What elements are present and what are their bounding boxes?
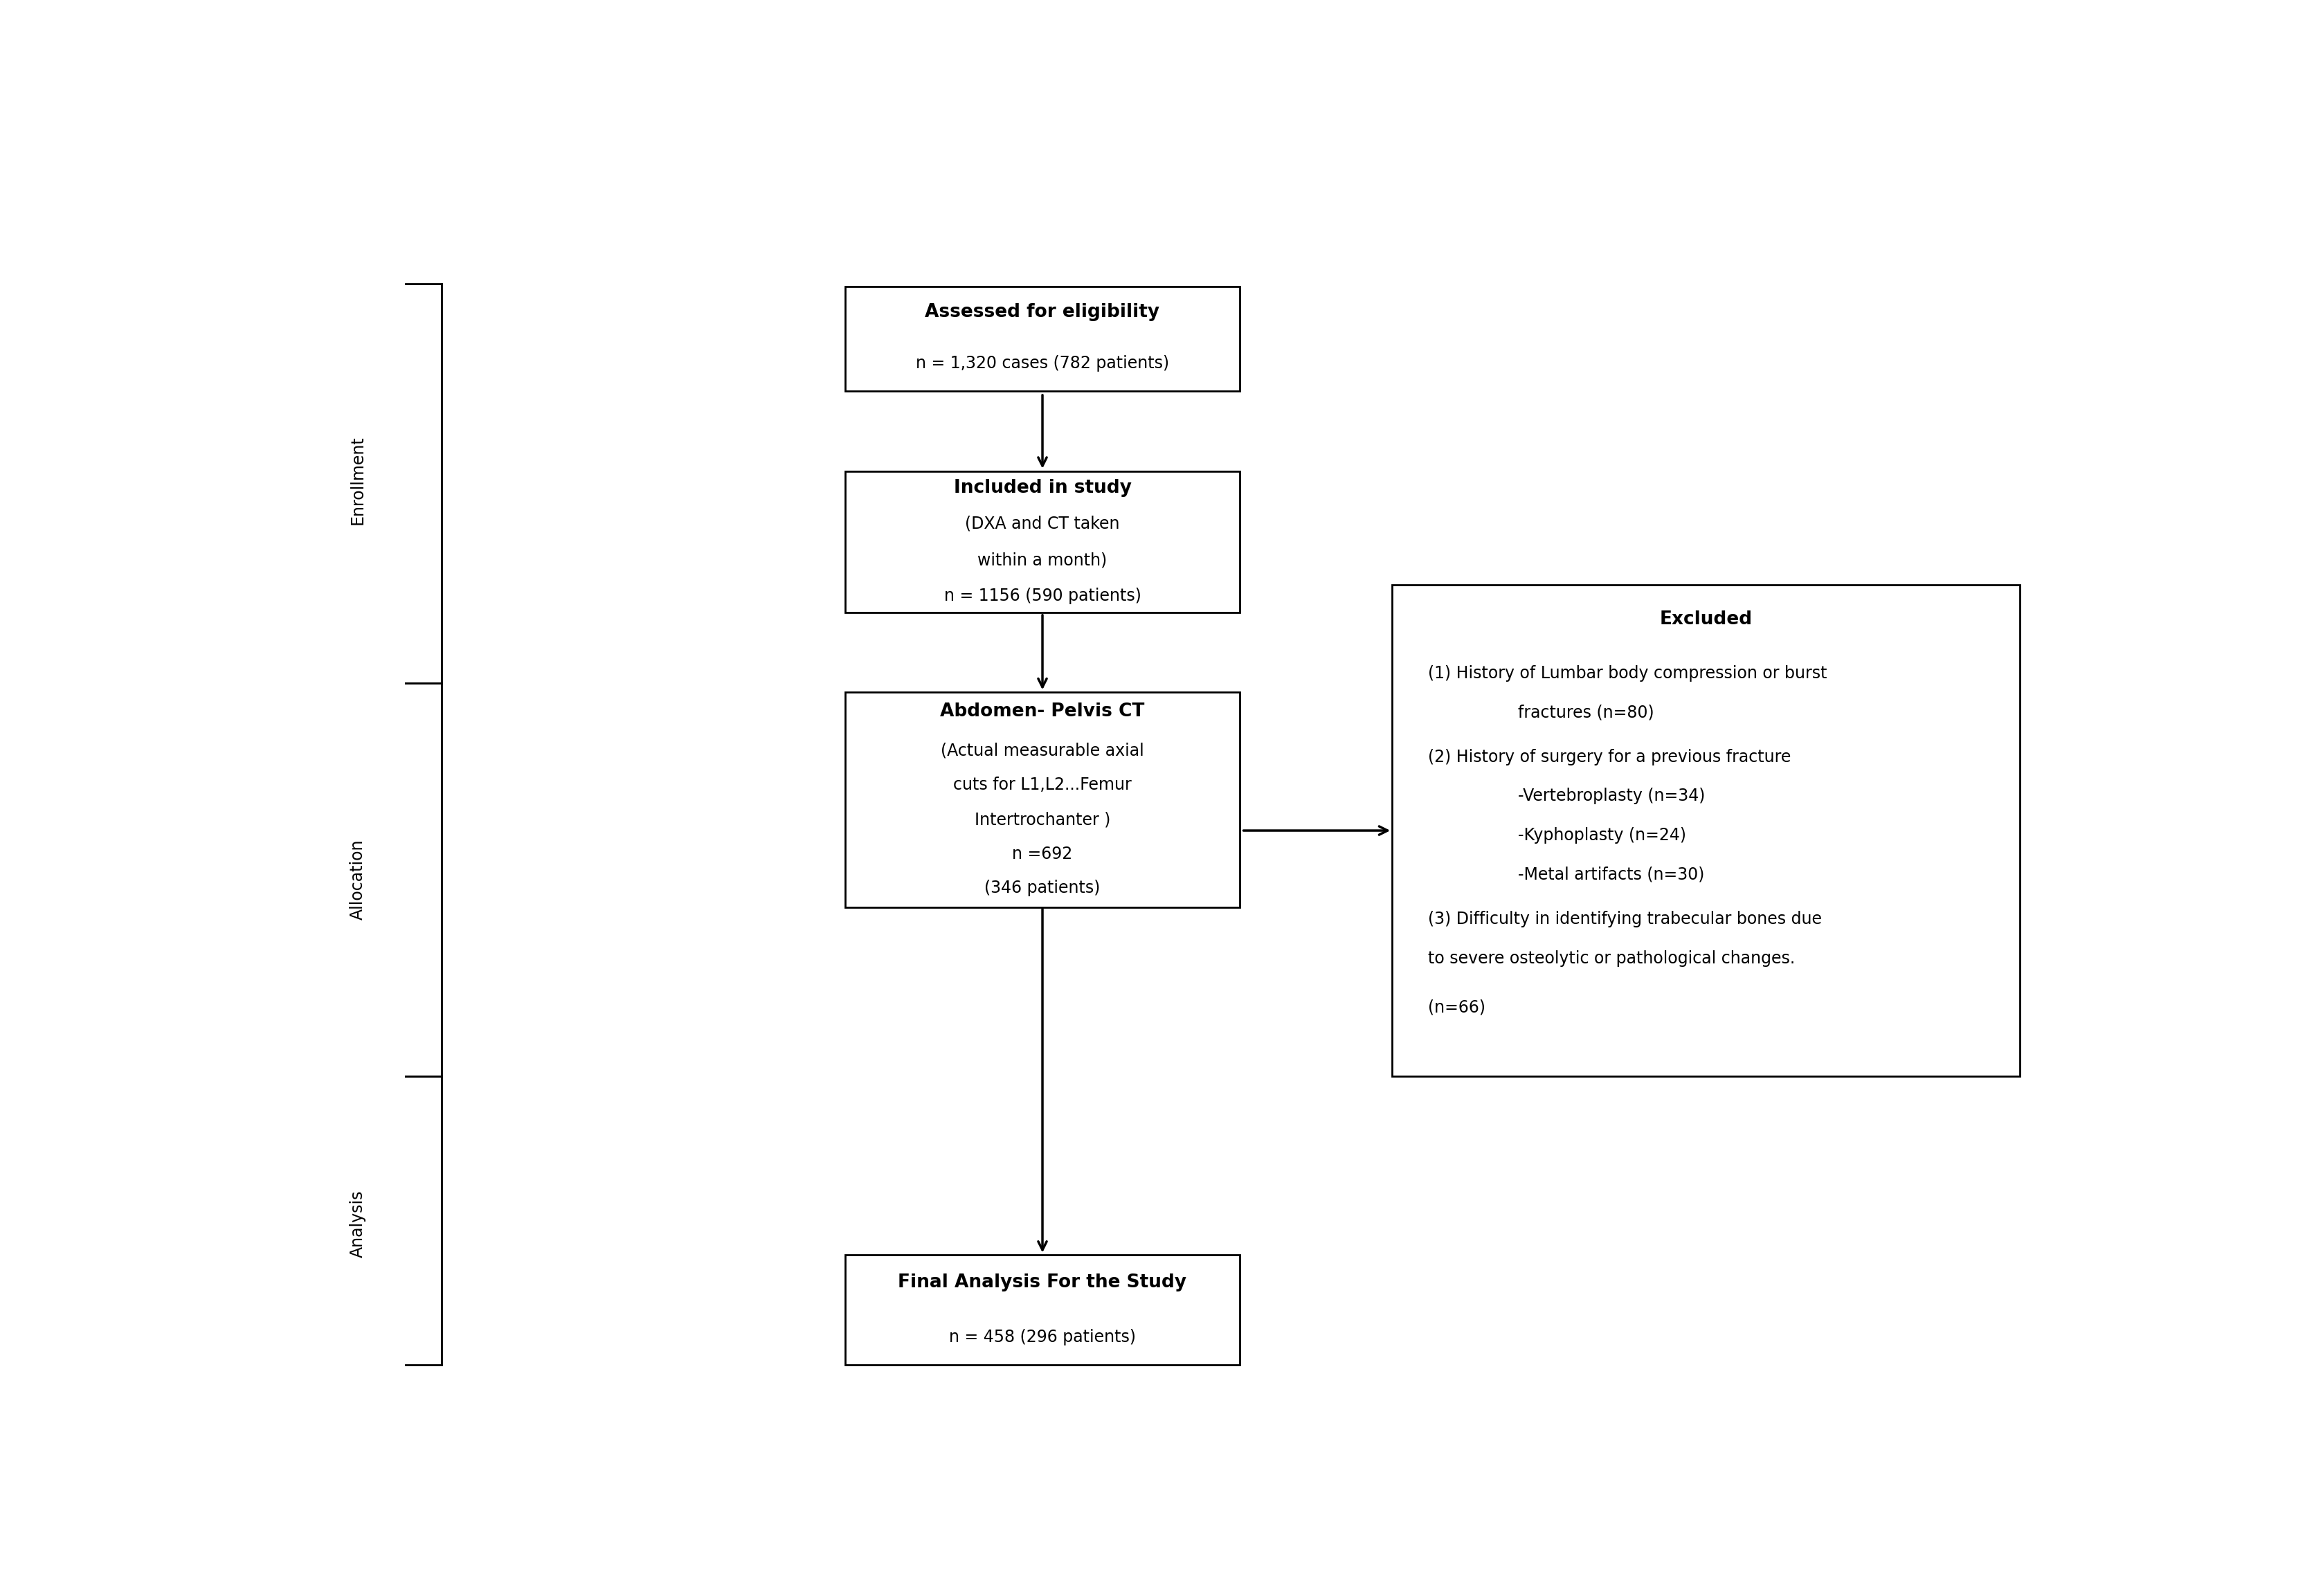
Text: Analysis: Analysis bbox=[349, 1191, 366, 1258]
Bar bbox=[845, 693, 1240, 908]
Text: Intertrochanter ): Intertrochanter ) bbox=[974, 811, 1111, 828]
Text: Included in study: Included in study bbox=[953, 479, 1132, 496]
Bar bbox=[845, 287, 1240, 391]
Text: n = 1156 (590 patients): n = 1156 (590 patients) bbox=[944, 587, 1141, 605]
Text: -Vertebroplasty (n=34): -Vertebroplasty (n=34) bbox=[1518, 788, 1705, 804]
Text: Excluded: Excluded bbox=[1659, 610, 1752, 629]
Text: -Metal artifacts (n=30): -Metal artifacts (n=30) bbox=[1518, 867, 1703, 883]
Text: fractures (n=80): fractures (n=80) bbox=[1518, 704, 1655, 721]
Bar bbox=[1393, 584, 2020, 1076]
Text: -Kyphoplasty (n=24): -Kyphoplasty (n=24) bbox=[1518, 827, 1687, 844]
Text: (2) History of surgery for a previous fracture: (2) History of surgery for a previous fr… bbox=[1428, 749, 1791, 764]
Text: Final Analysis For the Study: Final Analysis For the Study bbox=[898, 1274, 1187, 1291]
Text: (Actual measurable axial: (Actual measurable axial bbox=[942, 742, 1143, 760]
Text: Assessed for eligibility: Assessed for eligibility bbox=[926, 303, 1159, 321]
Text: Allocation: Allocation bbox=[349, 839, 366, 919]
Text: n =692: n =692 bbox=[1011, 846, 1074, 862]
Text: (n=66): (n=66) bbox=[1428, 999, 1486, 1015]
Bar bbox=[845, 1254, 1240, 1365]
Text: (DXA and CT taken: (DXA and CT taken bbox=[965, 516, 1120, 531]
Text: Enrollment: Enrollment bbox=[349, 436, 366, 525]
Text: n = 458 (296 patients): n = 458 (296 patients) bbox=[949, 1328, 1136, 1345]
Text: within a month): within a month) bbox=[977, 552, 1108, 568]
Text: Abdomen- Pelvis CT: Abdomen- Pelvis CT bbox=[939, 702, 1145, 720]
Text: cuts for L1,L2...Femur: cuts for L1,L2...Femur bbox=[953, 777, 1132, 793]
Text: (346 patients): (346 patients) bbox=[983, 879, 1101, 897]
Text: to severe osteolytic or pathological changes.: to severe osteolytic or pathological cha… bbox=[1428, 950, 1796, 967]
Text: (1) History of Lumbar body compression or burst: (1) History of Lumbar body compression o… bbox=[1428, 666, 1828, 681]
Text: n = 1,320 cases (782 patients): n = 1,320 cases (782 patients) bbox=[916, 356, 1169, 372]
Text: (3) Difficulty in identifying trabecular bones due: (3) Difficulty in identifying trabecular… bbox=[1428, 911, 1821, 927]
Bar bbox=[845, 471, 1240, 613]
